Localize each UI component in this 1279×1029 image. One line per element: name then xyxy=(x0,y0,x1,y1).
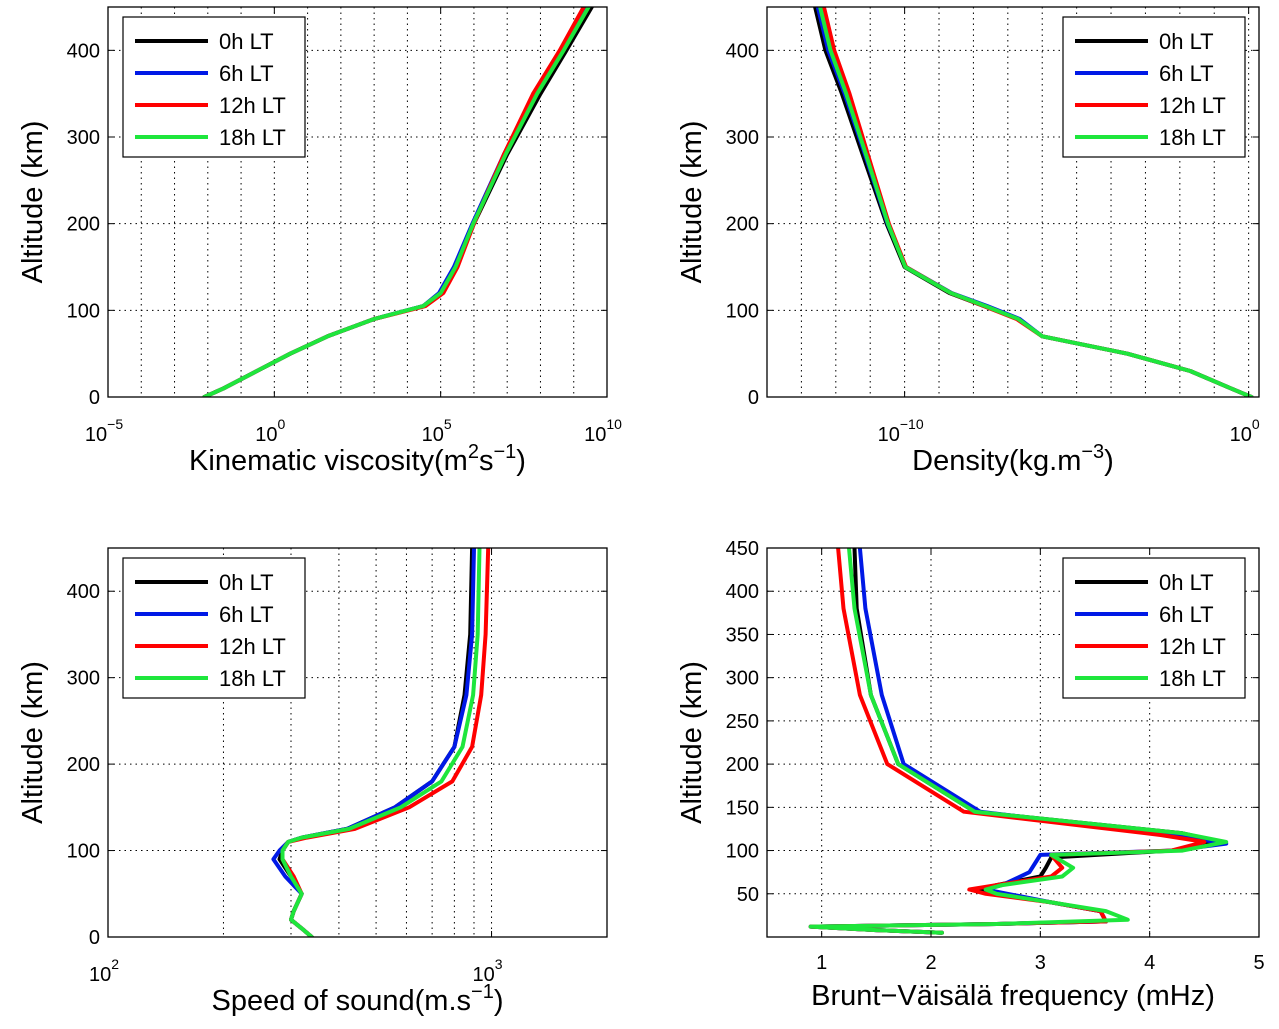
y-tick-label: 300 xyxy=(726,668,759,690)
legend-label: 18h LT xyxy=(219,666,286,691)
x-tick-label: 100 xyxy=(1230,416,1260,446)
legend: 0h LT 6h LT 12h LT 18h LT xyxy=(1062,16,1246,158)
y-tick-label: 150 xyxy=(726,797,759,819)
legend-label: 0h LT xyxy=(219,570,274,595)
y-tick-label: 0 xyxy=(748,387,759,409)
series-group xyxy=(271,548,491,937)
y-tick-label: 400 xyxy=(67,40,100,62)
y-tick-label: 300 xyxy=(67,668,100,690)
legend-label: 6h LT xyxy=(219,602,274,627)
y-tick-label: 0 xyxy=(89,927,100,949)
x-tick-label: 1010 xyxy=(584,416,622,446)
x-tick-label: 5 xyxy=(1253,952,1264,974)
legend-label: 18h LT xyxy=(219,125,286,150)
axes-box xyxy=(107,6,608,398)
chart-panel-4: 50 100 150 200 250 300 350 400 450 1 2 3 4 5 Altitude … xyxy=(676,538,1265,1012)
y-tick-label: 450 xyxy=(726,538,759,560)
legend: 0h LT 6h LT 12h LT 18h LT xyxy=(1062,557,1246,699)
chart-panel-2: 0 100 200 300 400 10−10 100 Altitude (km) Densit… xyxy=(676,6,1260,477)
y-tick-label: 200 xyxy=(726,214,759,236)
chart-panel-3: 0 100 200 300 400 102 103 Altitude (km) Speed of… xyxy=(17,547,608,1017)
y-tick-label: 350 xyxy=(726,624,759,646)
y-tick-label: 300 xyxy=(726,127,759,149)
legend-label: 12h LT xyxy=(219,93,286,118)
x-tick-label: 105 xyxy=(422,416,452,446)
x-axis-label: Speed of sound(m.s−1) xyxy=(211,981,503,1017)
series-group xyxy=(202,7,594,397)
legend-label: 0h LT xyxy=(1159,570,1214,595)
chart-panel-1: 0 100 200 300 400 10−5 100 105 1010 Altitude (km)… xyxy=(17,6,622,477)
legend-label: 18h LT xyxy=(1159,666,1226,691)
x-axis-label: Brunt−Väisälä frequency (mHz) xyxy=(811,980,1215,1012)
legend-label: 6h LT xyxy=(1159,602,1214,627)
y-tick-label: 100 xyxy=(726,841,759,863)
x-tick-label: 4 xyxy=(1144,952,1155,974)
x-tick-label: 10−5 xyxy=(85,416,123,446)
y-axis-label: Altitude (km) xyxy=(17,661,49,824)
axes-box xyxy=(766,547,1260,938)
axes-box xyxy=(107,547,608,938)
legend-label: 12h LT xyxy=(1159,93,1226,118)
axes-box xyxy=(766,6,1260,398)
x-tick-label: 100 xyxy=(255,416,285,446)
y-tick-label: 200 xyxy=(726,754,759,776)
y-axis-label: Altitude (km) xyxy=(17,121,49,284)
series-line-18h-lt xyxy=(280,548,482,937)
series-line-18h-lt xyxy=(202,7,591,397)
y-tick-label: 100 xyxy=(67,841,100,863)
x-axis-label: Density(kg.m−3) xyxy=(912,441,1114,477)
series-group xyxy=(808,548,1229,935)
y-tick-label: 50 xyxy=(737,884,759,906)
x-tick-label: 10−10 xyxy=(878,416,924,446)
legend: 0h LT 6h LT 12h LT 18h LT xyxy=(122,16,306,158)
legend-label: 18h LT xyxy=(1159,125,1226,150)
y-tick-label: 400 xyxy=(726,581,759,603)
y-axis-label: Altitude (km) xyxy=(676,661,708,824)
y-tick-label: 300 xyxy=(67,127,100,149)
legend-label: 12h LT xyxy=(1159,634,1226,659)
legend-label: 6h LT xyxy=(219,61,274,86)
legend-label: 6h LT xyxy=(1159,61,1214,86)
y-tick-label: 100 xyxy=(726,300,759,322)
y-tick-label: 250 xyxy=(726,711,759,733)
x-tick-label: 3 xyxy=(1035,952,1046,974)
y-tick-label: 0 xyxy=(89,387,100,409)
series-line-18h-lt xyxy=(818,7,1254,397)
y-tick-label: 400 xyxy=(67,581,100,603)
y-axis-label: Altitude (km) xyxy=(676,121,708,284)
y-tick-label: 100 xyxy=(67,300,100,322)
legend-label: 0h LT xyxy=(1159,29,1214,54)
grid xyxy=(767,7,1259,397)
legend: 0h LT 6h LT 12h LT 18h LT xyxy=(122,557,306,699)
x-tick-label: 1 xyxy=(816,952,827,974)
y-tick-label: 200 xyxy=(67,214,100,236)
x-tick-label: 2 xyxy=(925,952,936,974)
y-tick-label: 400 xyxy=(726,40,759,62)
x-tick-label: 103 xyxy=(473,956,503,986)
x-tick-label: 102 xyxy=(89,956,119,986)
y-tick-label: 200 xyxy=(67,754,100,776)
x-axis-label: Kinematic viscosity(m2s−1) xyxy=(189,441,526,477)
series-group xyxy=(813,7,1254,397)
series-line-18h-lt xyxy=(808,548,1229,935)
legend-label: 12h LT xyxy=(219,634,286,659)
legend-label: 0h LT xyxy=(219,29,274,54)
